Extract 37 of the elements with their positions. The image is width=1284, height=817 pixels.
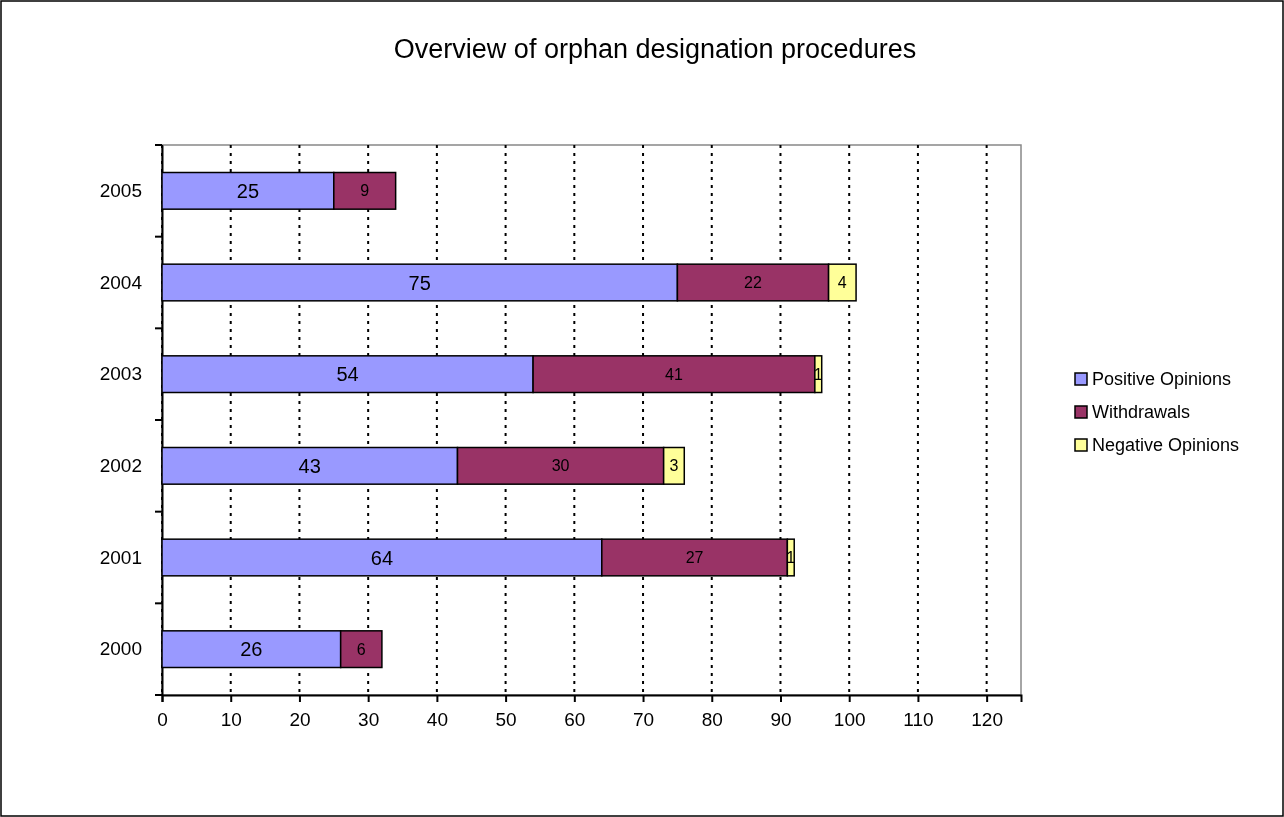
y-tick-label: 2001 [99, 546, 142, 568]
data-label: 6 [356, 640, 366, 658]
x-tick-label: 20 [289, 708, 311, 730]
data-label: 4 [837, 274, 847, 292]
y-tick-label: 2003 [99, 363, 142, 385]
x-tick-label: 50 [495, 708, 517, 730]
x-tick-label: 70 [632, 708, 655, 730]
data-label: 54 [336, 363, 359, 386]
x-tick-label: 30 [358, 708, 380, 730]
y-tick-label: 2000 [99, 638, 142, 660]
x-tick-label: 120 [971, 708, 1003, 730]
data-label: 75 [408, 271, 431, 294]
chart-title: Overview of orphan designation procedures [393, 34, 917, 64]
legend-label: Positive Opinions [1092, 369, 1232, 390]
x-tick-label: 110 [903, 708, 934, 730]
data-label: 43 [298, 454, 321, 477]
y-tick-label: 2005 [99, 179, 142, 201]
data-label: 27 [685, 549, 704, 567]
y-tick-label: 2004 [99, 271, 143, 293]
legend-label: Negative Opinions [1092, 435, 1240, 456]
x-tick-label: 60 [564, 708, 586, 730]
data-label: 22 [744, 274, 762, 292]
x-tick-label: 10 [220, 708, 242, 730]
data-label: 3 [669, 457, 679, 475]
x-tick-label: 80 [701, 708, 723, 730]
data-label: 26 [240, 638, 263, 661]
x-tick-label: 40 [426, 708, 448, 730]
data-label: 64 [370, 546, 394, 569]
x-tick-label: 0 [157, 708, 168, 730]
x-tick-label: 90 [770, 708, 792, 730]
data-label: 9 [360, 182, 370, 200]
data-label: 41 [665, 365, 683, 383]
x-tick-label: 100 [833, 708, 866, 730]
legend-label: Withdrawals [1092, 402, 1191, 423]
data-label: 30 [551, 457, 570, 475]
data-label: 25 [236, 179, 260, 202]
y-tick-label: 2002 [99, 454, 142, 476]
